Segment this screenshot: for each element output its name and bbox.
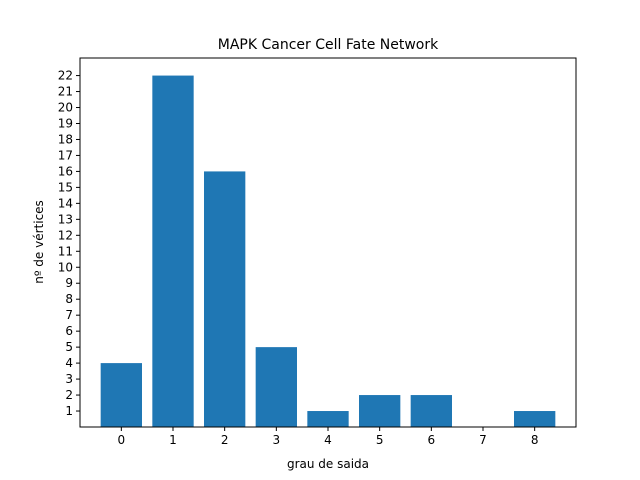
y-tick-label: 9 (65, 276, 73, 290)
y-tick-label: 11 (58, 244, 73, 258)
y-tick-label: 8 (65, 292, 73, 306)
y-tick-label: 18 (58, 132, 73, 146)
bar-4 (307, 411, 349, 427)
bar-6 (410, 395, 452, 427)
bar-2 (204, 171, 246, 427)
y-tick-label: 1 (65, 404, 73, 418)
x-tick-label: 5 (376, 433, 384, 447)
y-tick-label: 14 (58, 196, 73, 210)
y-tick-label: 16 (58, 164, 73, 178)
y-tick-label: 10 (58, 260, 73, 274)
y-tick-label: 5 (65, 340, 73, 354)
y-tick-label: 21 (58, 85, 73, 99)
y-tick-label: 20 (58, 101, 73, 115)
plot-area: 0 1 2 3 4 5 6 7 81234567891011121314151617181920… (58, 69, 556, 447)
y-tick-label: 12 (58, 228, 73, 242)
bar-5 (359, 395, 401, 427)
x-tick-label: 4 (324, 433, 332, 447)
y-tick-label: 13 (58, 212, 73, 226)
bar-3 (255, 347, 297, 427)
bar-1 (152, 75, 194, 428)
x-tick-label: 2 (221, 433, 229, 447)
x-tick-label: 7 (479, 433, 487, 447)
x-tick-label: 8 (531, 433, 539, 447)
bar-8 (514, 411, 556, 427)
x-tick-label: 3 (273, 433, 281, 447)
y-tick-label: 17 (58, 148, 73, 162)
x-tick-label: 1 (169, 433, 177, 447)
y-tick-label: 3 (65, 372, 73, 386)
y-tick-label: 7 (65, 308, 73, 322)
y-tick-label: 19 (58, 116, 73, 130)
y-axis-label: nº de vértices (32, 200, 46, 284)
y-tick-label: 4 (65, 356, 73, 370)
x-tick-label: 0 (118, 433, 126, 447)
y-tick-label: 6 (65, 324, 73, 338)
plot-frame (79, 57, 577, 428)
y-tick-label: 22 (58, 69, 73, 83)
chart-title: MAPK Cancer Cell Fate Network (218, 37, 439, 53)
bar-0 (100, 363, 142, 427)
x-axis-label: grau de saida (287, 457, 369, 471)
x-tick-label: 6 (428, 433, 436, 447)
y-tick-label: 15 (58, 180, 73, 194)
y-tick-label: 2 (65, 388, 73, 402)
